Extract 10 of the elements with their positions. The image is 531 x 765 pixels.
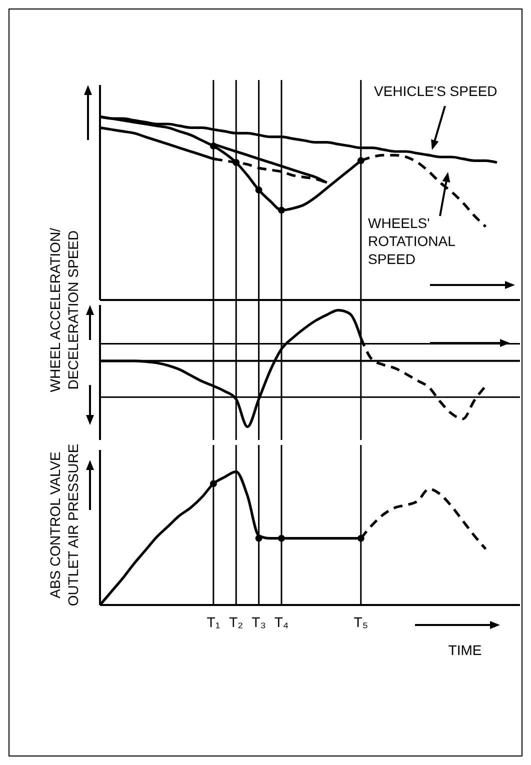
x-tick-label: T₃	[252, 614, 266, 630]
series-label: WHEELS' ROTATIONAL SPEED	[368, 215, 456, 267]
x-tick-label: T₄	[274, 614, 289, 630]
y-axis-title: ABS CONTROL VALVE OUTLET AIR PRESSURE	[47, 444, 81, 606]
x-tick-label: T₅	[354, 614, 368, 630]
x-axis-title: TIME	[448, 642, 482, 658]
text: VEHICLE'S SPEED	[374, 83, 498, 99]
y-axis-title: WHEEL ACCELERATION/ DECELERATION SPEED	[47, 228, 81, 392]
x-tick-label: T₂	[229, 614, 244, 630]
x-tick-label: T₁	[206, 614, 220, 630]
